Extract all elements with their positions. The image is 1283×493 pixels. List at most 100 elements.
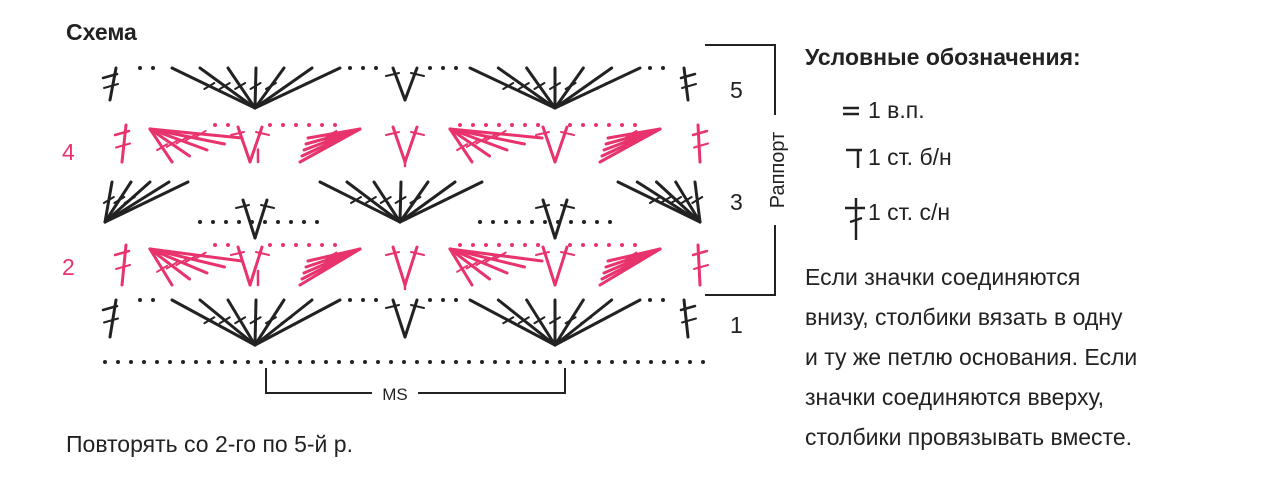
stitch-line: [410, 131, 425, 136]
stitch-line: [194, 251, 207, 260]
stitch-line: [364, 196, 377, 204]
stitch-line: [623, 258, 636, 267]
stitch-line: [693, 142, 709, 149]
chain-dot: [532, 360, 536, 364]
chain-dot: [458, 123, 462, 127]
chain-dot: [582, 220, 586, 224]
stitch-line: [379, 196, 392, 204]
chain-dot: [471, 123, 475, 127]
caption: Повторять со 2-го по 5-й р.: [66, 431, 353, 457]
chain-dot: [530, 220, 534, 224]
stitch-line: [456, 264, 469, 273]
stitch-line: [448, 247, 544, 263]
stitch-line: [496, 298, 557, 347]
chain-dot: [594, 243, 598, 247]
chain-dot: [478, 220, 482, 224]
chain-dot: [536, 123, 540, 127]
stitch-line: [655, 180, 702, 224]
stitch-line: [120, 123, 128, 164]
chain-dot: [315, 220, 319, 224]
note-line: внизу, столбики вязать в одну: [805, 304, 1123, 330]
chain-dot: [428, 360, 432, 364]
stitch-line: [175, 258, 188, 267]
stitch-line: [496, 66, 557, 110]
chain-dot: [333, 123, 337, 127]
stitch-line: [696, 123, 702, 164]
stitch-line: [525, 298, 557, 347]
legend-item: 1 ст. с/н: [868, 199, 950, 225]
stitch-line: [621, 143, 633, 152]
stitch-line: [184, 254, 197, 263]
chain-dot: [523, 123, 527, 127]
stitch-line: [230, 251, 245, 256]
stitch-line: [679, 304, 697, 312]
row-number: 5: [730, 77, 743, 103]
note-line: значки соединяются вверху,: [805, 384, 1104, 410]
chain-dot: [491, 220, 495, 224]
stitch-line: [484, 254, 497, 263]
chain-dot: [480, 360, 484, 364]
stitch-line: [148, 247, 209, 275]
chain-dot: [337, 360, 341, 364]
chain-dot: [129, 360, 133, 364]
chain-dot: [441, 360, 445, 364]
stitch-line: [681, 317, 697, 324]
stitch-line: [525, 66, 557, 110]
chain-dot: [454, 298, 458, 302]
stitch-line: [230, 131, 245, 136]
stitch-line: [410, 72, 425, 77]
chain-dot: [198, 220, 202, 224]
chain-dot: [584, 360, 588, 364]
stitch-line: [621, 264, 633, 273]
chain-dot: [610, 360, 614, 364]
stitch-line: [625, 251, 638, 260]
chain-dot: [211, 220, 215, 224]
chain-dot: [497, 243, 501, 247]
stitch-line: [448, 127, 491, 158]
stitch-line: [249, 82, 262, 90]
chain-dot: [594, 123, 598, 127]
ms-label: MS: [382, 385, 408, 404]
chain-dot: [497, 123, 501, 127]
stitch-line: [325, 251, 338, 260]
row-number: 2: [62, 254, 75, 280]
stitch-line: [448, 247, 491, 281]
row-number: 4: [62, 139, 75, 165]
stitch-line: [448, 127, 544, 140]
chain-dot: [374, 66, 378, 70]
chain-dot: [607, 123, 611, 127]
chain-dot: [294, 123, 298, 127]
chain-dot: [517, 220, 521, 224]
stitch-line: [682, 298, 690, 339]
stitch-line: [385, 131, 400, 136]
chain-dot: [263, 220, 267, 224]
stitch-line: [517, 316, 530, 325]
chain-dot: [471, 243, 475, 247]
chain-dot: [276, 220, 280, 224]
note-line: Если значки соединяются: [805, 264, 1080, 290]
stitch-line: [134, 196, 147, 204]
chain-dot: [648, 298, 652, 302]
stitch-line: [691, 196, 704, 204]
stitch-line: [115, 142, 131, 149]
stitch-line: [535, 131, 550, 136]
stitch-line: [468, 66, 557, 110]
chain-dot: [415, 360, 419, 364]
stitch-line: [475, 136, 488, 145]
stitch-line: [448, 127, 509, 152]
stitch-line: [253, 298, 286, 347]
chain-dot: [294, 243, 298, 247]
chain-dot: [454, 360, 458, 364]
stitch-line: [398, 180, 403, 224]
stitch-line: [448, 127, 474, 164]
stitch-line: [448, 247, 509, 275]
chain-dot: [571, 360, 575, 364]
chain-dot: [493, 360, 497, 364]
chain-dot: [348, 66, 352, 70]
stitch-line: [580, 316, 593, 325]
stitch-line: [622, 261, 635, 270]
chain-dot: [506, 360, 510, 364]
stitch-line: [535, 251, 550, 256]
chain-dot: [168, 360, 172, 364]
chain-dot: [510, 123, 514, 127]
